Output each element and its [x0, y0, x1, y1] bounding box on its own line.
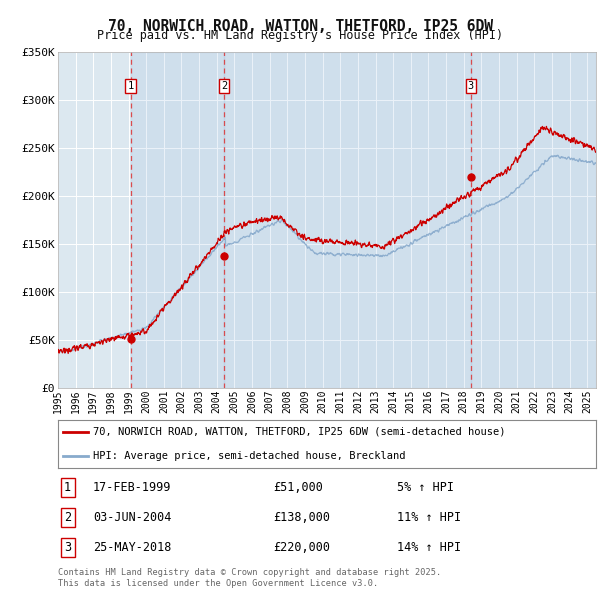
Bar — [471, 52, 596, 388]
Text: 70, NORWICH ROAD, WATTON, THETFORD, IP25 6DW (semi-detached house): 70, NORWICH ROAD, WATTON, THETFORD, IP25… — [93, 427, 505, 437]
Bar — [224, 52, 471, 388]
Text: 1: 1 — [128, 81, 134, 91]
Text: 70, NORWICH ROAD, WATTON, THETFORD, IP25 6DW: 70, NORWICH ROAD, WATTON, THETFORD, IP25… — [107, 19, 493, 34]
Text: HPI: Average price, semi-detached house, Breckland: HPI: Average price, semi-detached house,… — [93, 451, 406, 461]
Text: 1: 1 — [64, 481, 71, 494]
Text: 2: 2 — [64, 511, 71, 524]
Text: Price paid vs. HM Land Registry's House Price Index (HPI): Price paid vs. HM Land Registry's House … — [97, 30, 503, 42]
Bar — [131, 52, 224, 388]
Text: £51,000: £51,000 — [273, 481, 323, 494]
Text: 5% ↑ HPI: 5% ↑ HPI — [397, 481, 454, 494]
Text: £220,000: £220,000 — [273, 541, 330, 554]
Text: 03-JUN-2004: 03-JUN-2004 — [93, 511, 172, 524]
Text: 3: 3 — [467, 81, 474, 91]
Text: 25-MAY-2018: 25-MAY-2018 — [93, 541, 172, 554]
Text: Contains HM Land Registry data © Crown copyright and database right 2025.
This d: Contains HM Land Registry data © Crown c… — [58, 568, 441, 588]
Text: 2: 2 — [221, 81, 227, 91]
Text: £138,000: £138,000 — [273, 511, 330, 524]
Text: 17-FEB-1999: 17-FEB-1999 — [93, 481, 172, 494]
Text: 14% ↑ HPI: 14% ↑ HPI — [397, 541, 461, 554]
Text: 3: 3 — [64, 541, 71, 554]
Text: 11% ↑ HPI: 11% ↑ HPI — [397, 511, 461, 524]
